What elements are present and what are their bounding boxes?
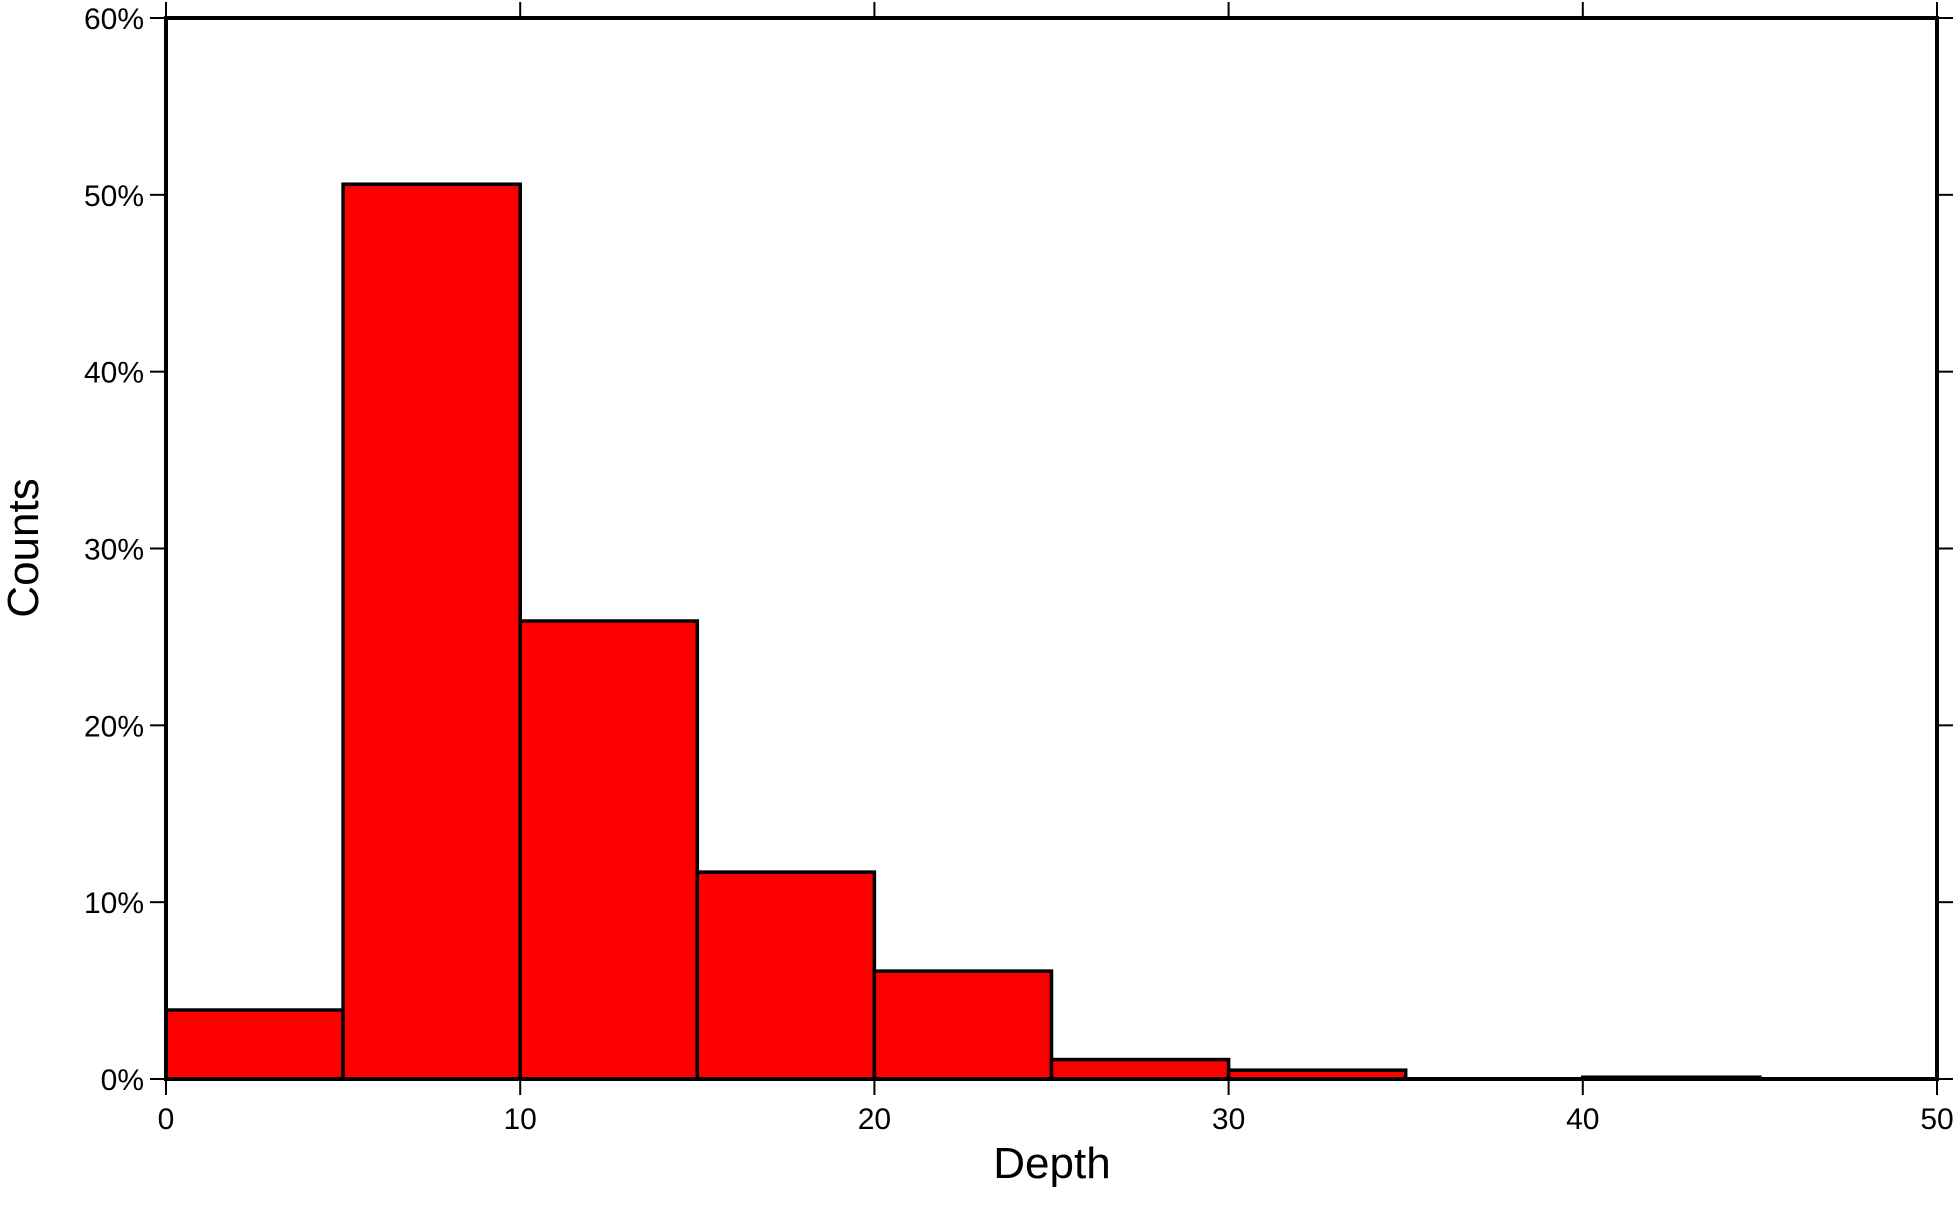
x-tick-label: 30: [1212, 1103, 1245, 1136]
x-tick-label: 50: [1920, 1103, 1953, 1136]
x-tick-label: 0: [158, 1103, 175, 1136]
y-tick-label: 20%: [84, 710, 144, 743]
bar: [695, 870, 877, 1081]
y-tick-label: 10%: [84, 887, 144, 920]
bar: [518, 619, 700, 1081]
bar: [1049, 1057, 1231, 1081]
y-tick-label: 40%: [84, 357, 144, 390]
x-axis-label: Depth: [993, 1139, 1110, 1188]
x-tick-label: 40: [1566, 1103, 1599, 1136]
bar: [341, 182, 522, 1081]
y-tick-label: 50%: [84, 180, 144, 213]
y-tick-label: 60%: [84, 3, 144, 36]
x-tick-label: 20: [858, 1103, 891, 1136]
y-axis-label: Counts: [0, 478, 48, 617]
bar: [872, 969, 1054, 1081]
y-tick-label: 0%: [101, 1064, 144, 1097]
x-tick-label: 10: [504, 1103, 537, 1136]
bar: [164, 1008, 345, 1081]
y-tick-label: 30%: [84, 534, 144, 567]
